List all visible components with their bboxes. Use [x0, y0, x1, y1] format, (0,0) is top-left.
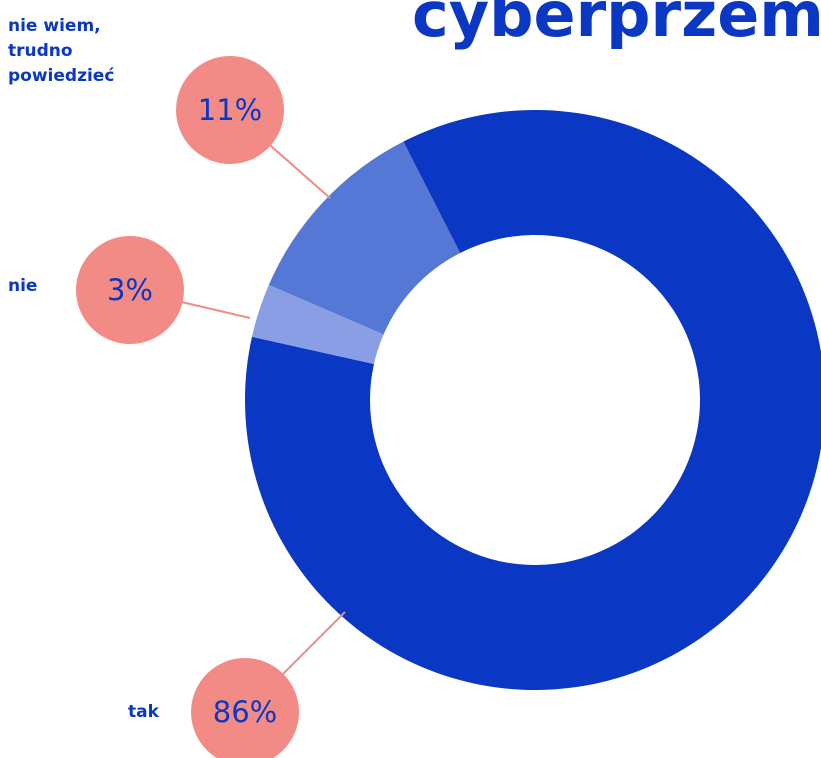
value-bubble — [176, 56, 284, 164]
chart-title: cyberprzemocy — [412, 0, 821, 51]
category-label: nie — [8, 276, 38, 296]
value-label: 11% — [198, 93, 262, 127]
value-bubble — [191, 658, 299, 758]
category-label: nie wiem, trudno powiedzieć — [8, 16, 115, 86]
donut-segment — [245, 110, 821, 690]
value-label: 3% — [107, 273, 153, 307]
donut-segment — [268, 141, 461, 335]
value-label: 86% — [213, 695, 277, 729]
donut-segment — [251, 284, 384, 365]
value-bubble — [76, 236, 184, 344]
category-label: tak — [128, 702, 159, 722]
